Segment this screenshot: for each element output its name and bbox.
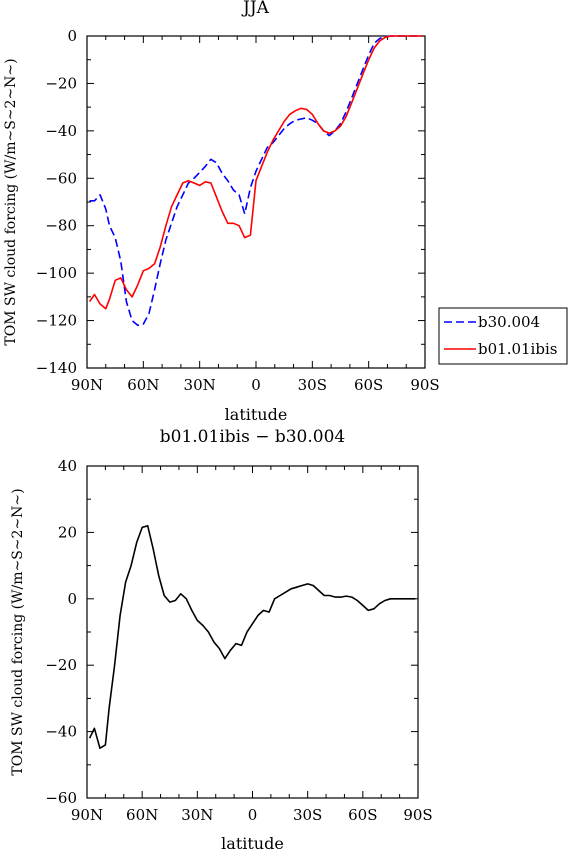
legend-label: b30.004 (478, 313, 540, 331)
y-axis-label: TOM SW cloud forcing (W/m~S~2~N~) (10, 488, 26, 775)
panel-top: JJA 90N 60N 30N 0 30S 60S 90S 0 −20 −40 −60 −80 −100 −… (3, 0, 440, 424)
y-tick-label: 20 (58, 523, 77, 541)
x-tick-label: 60N (126, 806, 158, 824)
x-tick-label: 60S (348, 806, 377, 824)
x-tick-label: 0 (248, 806, 258, 824)
legend-box (438, 307, 568, 365)
series-line-b30-004 (89, 35, 423, 327)
y-tick-label: 0 (67, 590, 77, 608)
legend-label: b01.01ibis (478, 340, 557, 358)
chart-title: JJA (241, 0, 270, 18)
legend: b30.004 b01.01ibis (438, 307, 568, 365)
x-tick-label: 0 (251, 376, 261, 394)
x-tick-label: 30S (298, 376, 327, 394)
y-tick-label: −60 (45, 169, 77, 187)
y-tick-label: 0 (67, 27, 77, 45)
y-tick-label: 40 (58, 457, 77, 475)
series-line-b01-01ibis (88, 35, 423, 310)
chart-title: b01.01ibis − b30.004 (160, 427, 345, 447)
x-tick-label: 60S (354, 376, 383, 394)
x-tick-label: 30N (181, 806, 213, 824)
y-tick-label: −120 (36, 312, 77, 330)
x-tick-label: 90S (410, 376, 439, 394)
y-axis-label: TOM SW cloud forcing (W/m~S~2~N~) (3, 58, 19, 345)
x-axis-label: latitude (225, 405, 288, 424)
x-tick-label: 90N (71, 376, 103, 394)
x-tick-label: 90N (71, 806, 103, 824)
y-tick-label: −20 (45, 74, 77, 92)
plot-frame (86, 35, 426, 369)
y-tick-label: −60 (45, 789, 77, 807)
y-tick-label: −40 (45, 122, 77, 140)
x-tick-label: 60N (127, 376, 159, 394)
y-tick-label: −80 (45, 217, 77, 235)
y-tick-label: −140 (36, 359, 77, 377)
x-tick-label: 30N (184, 376, 216, 394)
y-tick-label: −40 (45, 723, 77, 741)
x-axis-label: latitude (221, 834, 284, 851)
panel-bottom: b01.01ibis − b30.004 90N 60N 30N 0 30S 60S 90S 4… (10, 427, 433, 853)
y-tick-label: −100 (36, 264, 77, 282)
series-line-difference (88, 524, 416, 750)
x-tick-label: 30S (293, 806, 322, 824)
x-tick-label: 90S (403, 806, 432, 824)
plot-frame (86, 465, 419, 799)
y-tick-label: −20 (45, 656, 77, 674)
